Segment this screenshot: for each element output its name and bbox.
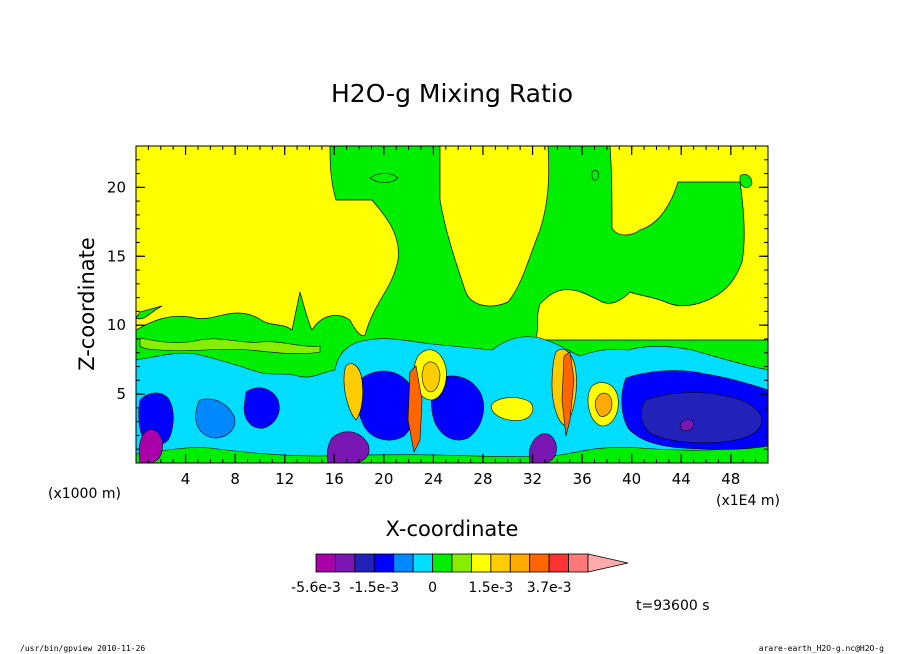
region-red-streak-35: [561, 351, 575, 437]
colorbar-labels: -5.6e-3 -1.5e-3 0 1.5e-3 3.7e-3: [291, 580, 572, 596]
region-green-island-2: [739, 174, 753, 188]
region-purple-dot-right: [679, 419, 695, 432]
y-tick-label: 15: [107, 247, 126, 265]
colorbar-swatch: [393, 553, 414, 573]
y-tick-label: 20: [107, 178, 126, 196]
y-tick-labels: 5 10 15 20: [107, 178, 126, 403]
colorbar-label: 1.5e-3: [468, 580, 513, 596]
y-tick-label: 5: [116, 385, 126, 403]
region-blue-blob-1: [243, 387, 280, 429]
colorbar-swatch: [412, 553, 433, 573]
x-tick-label: 36: [573, 470, 592, 488]
time-label: t=93600 s: [636, 598, 710, 614]
region-orange-core-38: [594, 392, 613, 417]
colorbar-swatch: [432, 553, 453, 573]
colorbar-swatch: [490, 553, 511, 573]
region-purple-mid: [326, 431, 370, 463]
colorbar-label: 0: [428, 580, 437, 596]
x-tick-labels: 4 8 12 16 20 24 28 32 36 40 44 48: [181, 470, 741, 488]
x-tick-label: 40: [622, 470, 641, 488]
x-tick-label: 8: [230, 470, 240, 488]
x-tick-label: 32: [523, 470, 542, 488]
x-scale-label: (x1E4 m): [716, 493, 780, 509]
x-tick-label: 12: [275, 470, 294, 488]
x-tick-label: 28: [473, 470, 492, 488]
footer-left: /usr/bin/gpview 2010-11-26: [20, 644, 145, 653]
colorbar-swatch: [315, 553, 336, 573]
chart-title: H2O-g Mixing Ratio: [331, 79, 573, 108]
region-green-island-1: [369, 173, 399, 183]
colorbar-swatch: [354, 553, 375, 573]
region-lime-band: [139, 337, 321, 355]
region-yellow-plume-30: [490, 397, 534, 421]
region-blue-center-right: [430, 375, 484, 441]
colorbar-swatch: [451, 553, 472, 573]
colorbar-label: 3.7e-3: [527, 580, 572, 596]
footer-right: arare-earth_H2O-g.nc@H2O-g: [759, 644, 884, 653]
region-red-streak-22: [407, 365, 423, 453]
y-axis-label: Z-coordinate: [75, 237, 99, 371]
colorbar-swatch: [471, 553, 492, 573]
colorbar-swatch: [509, 553, 531, 573]
colorbar-swatch: [568, 553, 589, 573]
region-green-island-3: [591, 170, 599, 181]
x-tick-label: 20: [374, 470, 393, 488]
plot-frame: [135, 145, 769, 464]
axis-ticks: [136, 146, 768, 463]
x-tick-label: 44: [672, 470, 691, 488]
region-green-left-tongue: [136, 305, 163, 320]
x-tick-label: 24: [424, 470, 443, 488]
region-navy-right-core: [640, 392, 763, 444]
heatmap-field: [136, 146, 768, 463]
colorbar-swatch: [373, 553, 395, 573]
colorbar-label: -5.6e-3: [291, 580, 341, 596]
colorbar-label: -1.5e-3: [349, 580, 399, 596]
x-unit-label: (x1000 m): [48, 486, 121, 502]
colorbar-swatch: [335, 553, 356, 573]
region-orange-plume-18: [343, 363, 364, 421]
colorbar-arrow: [587, 553, 629, 573]
colorbar: [315, 553, 629, 573]
x-tick-label: 48: [721, 470, 740, 488]
x-tick-label: 4: [181, 470, 191, 488]
x-tick-label: 16: [325, 470, 344, 488]
region-purple-right: [528, 433, 557, 463]
x-axis-label: X-coordinate: [386, 517, 519, 541]
region-orange-core-24: [421, 361, 441, 393]
colorbar-swatch: [529, 553, 550, 573]
colorbar-swatch: [548, 553, 569, 573]
region-blue-mid-left: [195, 398, 236, 439]
y-tick-label: 10: [107, 316, 126, 334]
